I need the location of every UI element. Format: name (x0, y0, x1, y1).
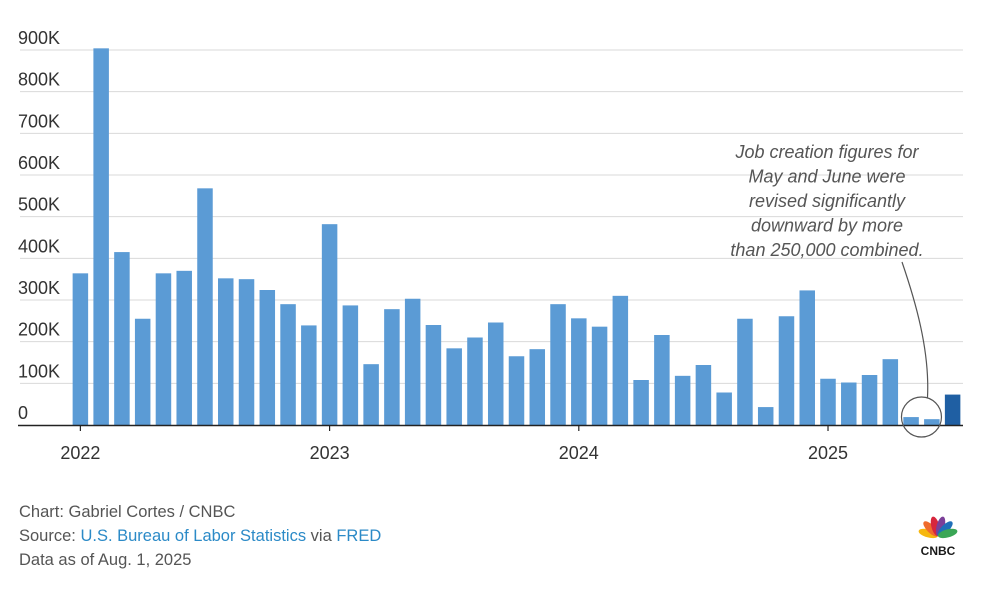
bar-2025-04 (882, 359, 899, 425)
bar-2023-04 (384, 309, 400, 425)
bar-chart: 0 100K 200K 300K 400K 500K 600K 700K 800K 900K 20… (18, 28, 963, 463)
bar-2022-07 (197, 188, 213, 425)
annotation: Job creation figures for May and June wer… (730, 142, 943, 438)
bar-2022-04 (134, 318, 151, 425)
y-tick-label: 0 (18, 403, 28, 423)
y-tick-label: 700K (18, 111, 60, 131)
bar-2024-11 (778, 316, 795, 425)
bar-2025-05 (903, 417, 919, 425)
bar-2024-07 (695, 365, 712, 425)
y-tick-label: 600K (18, 153, 60, 173)
annotation-line: downward by more (751, 216, 903, 236)
highlight-circle (900, 396, 943, 438)
bar-2022-10 (259, 290, 276, 425)
bar-2022-06 (176, 270, 192, 425)
chart-footer: Chart: Gabriel Cortes / CNBC Source: U.S… (19, 500, 381, 572)
bar-2024-10 (757, 407, 774, 425)
bar-2025-07 (944, 394, 961, 425)
y-tick-label: 800K (18, 70, 60, 90)
bar-2023-09 (487, 322, 504, 425)
bar-2023-05 (404, 298, 421, 425)
bar-2023-12 (550, 304, 566, 425)
source-mid: via (306, 527, 337, 545)
bar-2025-01 (820, 378, 836, 425)
bars (72, 48, 961, 425)
bar-2024-09 (737, 318, 753, 425)
y-tick-label: 500K (18, 195, 60, 215)
bar-2024-05 (654, 335, 670, 425)
x-tick-label: 2024 (559, 443, 599, 463)
bar-2025-03 (861, 375, 878, 425)
annotation-line: May and June were (748, 167, 905, 187)
bar-2022-11 (280, 304, 296, 425)
bar-2023-10 (508, 356, 525, 425)
annotation-line: than 250,000 combined. (730, 240, 923, 260)
bar-2024-12 (799, 290, 815, 425)
bar-2023-08 (467, 337, 483, 425)
annotation-leader (901, 261, 929, 399)
source-prefix: Source: (19, 527, 81, 545)
bar-2022-09 (238, 279, 255, 425)
bar-2023-02 (342, 305, 359, 425)
chart-source: Source: U.S. Bureau of Labor Statistics … (19, 524, 381, 548)
bar-2022-08 (218, 278, 234, 425)
bar-2024-02 (591, 326, 608, 425)
y-tick-label: 300K (18, 278, 60, 298)
annotation-line: revised significantly (749, 191, 906, 211)
bar-2022-12 (301, 325, 317, 425)
logo-text: CNBC (921, 544, 956, 556)
y-tick-label: 900K (18, 28, 60, 48)
bar-2022-05 (155, 273, 172, 425)
bar-2023-06 (425, 325, 442, 425)
bar-2024-03 (612, 295, 629, 425)
y-tick-label: 400K (18, 236, 60, 256)
y-tick-label: 200K (18, 320, 60, 340)
bar-2024-06 (674, 375, 691, 425)
x-tick-label: 2022 (60, 443, 100, 463)
bar-2025-02 (841, 382, 857, 425)
source-link-fred[interactable]: FRED (336, 527, 382, 545)
x-tick-label: 2025 (808, 443, 848, 463)
bar-2024-01 (571, 318, 587, 425)
bar-2023-03 (363, 364, 379, 425)
bar-2023-07 (446, 348, 462, 425)
y-axis-labels: 0 100K 200K 300K 400K 500K 600K 700K 800K 900K (18, 28, 60, 423)
cnbc-logo: CNBC (918, 516, 958, 556)
bar-2023-01 (321, 224, 338, 425)
source-link-bls[interactable]: U.S. Bureau of Labor Statistics (80, 527, 307, 545)
bar-2022-03 (114, 252, 130, 425)
bar-2022-02 (93, 48, 109, 425)
chart-credit: Chart: Gabriel Cortes / CNBC (19, 503, 236, 521)
y-tick-label: 100K (18, 361, 60, 381)
bar-2022-01 (72, 273, 89, 425)
bar-2025-06 (924, 419, 940, 425)
bar-2023-11 (529, 349, 546, 425)
x-axis-labels: 2022 2023 2024 2025 (60, 425, 848, 463)
bar-2024-08 (716, 392, 732, 425)
x-tick-label: 2023 (310, 443, 350, 463)
data-as-of: Data as of Aug. 1, 2025 (19, 551, 192, 569)
annotation-line: Job creation figures for (734, 142, 919, 162)
bar-2024-04 (633, 380, 649, 425)
